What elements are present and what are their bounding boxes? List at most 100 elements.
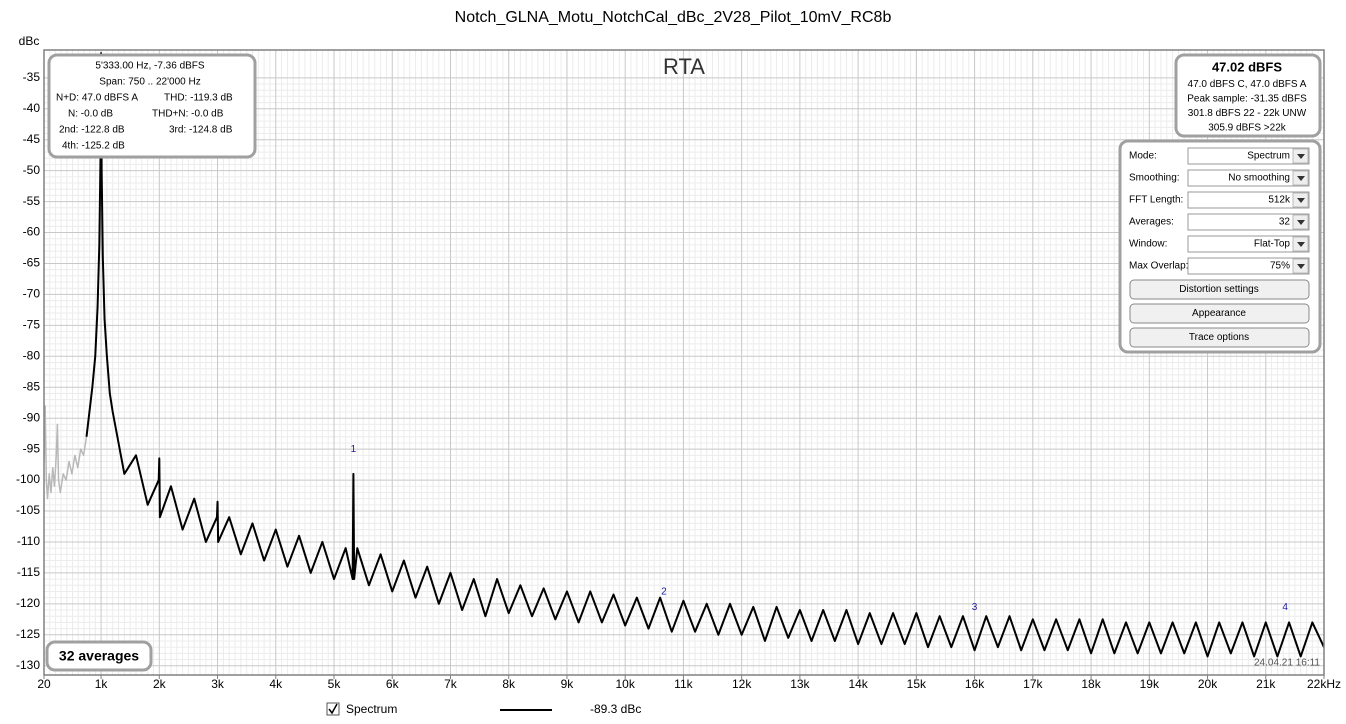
harmonic-label: 2 xyxy=(661,586,667,597)
setting-label: FFT Length: xyxy=(1129,195,1183,206)
info-box xyxy=(47,53,257,159)
dropdown-arrow xyxy=(1297,220,1305,225)
x-tick-label: 6k xyxy=(386,677,400,691)
setting-dropdown[interactable] xyxy=(1187,235,1310,253)
button[interactable] xyxy=(1129,303,1310,324)
dropdown-arrow xyxy=(1297,264,1305,269)
info-line: Span: 750 .. 22'000 Hz xyxy=(99,77,200,88)
panel-label: RTA xyxy=(663,54,705,79)
harmonic-label: 4 xyxy=(1282,602,1288,613)
y-tick-label: -90 xyxy=(23,410,41,424)
x-tick-label: 9k xyxy=(561,677,575,691)
x-tick-label: 22kHz xyxy=(1307,677,1341,691)
x-tick-label: 11k xyxy=(674,677,693,691)
y-tick-label: -80 xyxy=(23,348,41,362)
chart-title: Notch_GLNA_Motu_NotchCal_dBc_2V28_Pilot_… xyxy=(455,9,892,26)
x-tick-label: 17k xyxy=(1023,677,1043,691)
x-tick-label: 7k xyxy=(444,677,458,691)
y-tick-label: -50 xyxy=(23,163,41,177)
y-tick-label: -65 xyxy=(23,256,41,270)
level-line: 305.9 dBFS >22k xyxy=(1208,123,1287,134)
info-line: N+D: 47.0 dBFS A xyxy=(56,93,138,104)
x-tick-label: 16k xyxy=(965,677,985,691)
legend-readout: -89.3 dBc xyxy=(590,702,641,716)
setting-dropdown[interactable] xyxy=(1187,257,1310,275)
x-tick-label: 15k xyxy=(907,677,927,691)
setting-value: No smoothing xyxy=(1228,173,1290,184)
y-tick-label: -125 xyxy=(16,627,40,641)
x-tick-label: 5k xyxy=(328,677,342,691)
timestamp: 24.04.21 16:11 xyxy=(1254,658,1320,669)
y-tick-label: -60 xyxy=(23,225,41,239)
x-tick-label: 2k xyxy=(153,677,167,691)
x-tick-label: 20 xyxy=(37,677,51,691)
info-line: 5'333.00 Hz, -7.36 dBFS xyxy=(95,61,205,72)
x-tick-label: 21k xyxy=(1256,677,1276,691)
harmonic-label: 3 xyxy=(972,602,978,613)
x-tick-label: 3k xyxy=(211,677,225,691)
y-tick-label: -70 xyxy=(23,287,41,301)
y-tick-label: -130 xyxy=(16,658,40,672)
spectrum-trace xyxy=(85,52,1324,658)
y-tick-label: -85 xyxy=(23,379,41,393)
setting-value: Flat-Top xyxy=(1254,239,1291,250)
level-line: 47.0 dBFS C, 47.0 dBFS A xyxy=(1188,79,1307,90)
info-line: THD+N: -0.0 dB xyxy=(152,109,224,120)
ui-layer: 32 averages 24.04.21 16:11 5'333.00 Hz, … xyxy=(45,53,1322,716)
x-tick-label: 13k xyxy=(790,677,810,691)
harmonic-label: 1 xyxy=(351,444,357,455)
dropdown-arrow xyxy=(1297,242,1305,247)
checkmark xyxy=(328,703,338,715)
y-tick-label: -115 xyxy=(17,565,40,579)
setting-label: Mode: xyxy=(1129,151,1157,162)
spectrum-trace xyxy=(44,405,88,500)
setting-value: 75% xyxy=(1270,261,1290,272)
y-tick-label: -40 xyxy=(23,101,41,115)
dropdown-arrow xyxy=(1297,176,1305,181)
x-tick-label: 20k xyxy=(1198,677,1218,691)
info-line: THD: -119.3 dB xyxy=(164,93,233,104)
x-tick-label: 8k xyxy=(502,677,516,691)
setting-dropdown[interactable] xyxy=(1187,147,1310,165)
y-tick-label: -95 xyxy=(23,441,41,455)
button[interactable] xyxy=(1129,327,1310,348)
setting-dropdown[interactable] xyxy=(1187,213,1310,231)
y-axis-label: dBc xyxy=(19,34,40,48)
x-tick-label: 4k xyxy=(269,677,283,691)
info-line: 2nd: -122.8 dB xyxy=(59,125,125,136)
dropdown-arrow xyxy=(1297,198,1305,203)
info-line: 3rd: -124.8 dB xyxy=(169,125,233,136)
traces xyxy=(44,52,1324,658)
level-main: 47.02 dBFS xyxy=(1212,59,1282,74)
setting-label: Averages: xyxy=(1129,217,1174,228)
x-tick-label: 18k xyxy=(1081,677,1101,691)
button-label: Distortion settings xyxy=(1179,284,1258,295)
setting-label: Window: xyxy=(1129,239,1167,250)
y-tick-label: -110 xyxy=(17,534,40,548)
setting-value: 512k xyxy=(1268,195,1291,206)
setting-value: 32 xyxy=(1279,217,1291,228)
level-line: 301.8 dBFS 22 - 22k UNW xyxy=(1188,108,1307,119)
setting-dropdown[interactable] xyxy=(1187,191,1310,209)
y-tick-label: -45 xyxy=(23,132,41,146)
level-box xyxy=(1174,53,1322,138)
plot-frame xyxy=(43,49,1325,676)
x-tick-label: 14k xyxy=(848,677,868,691)
info-line: 4th: -125.2 dB xyxy=(62,141,125,152)
dropdown-arrow xyxy=(1297,154,1305,159)
setting-dropdown[interactable] xyxy=(1187,169,1310,187)
setting-label: Smoothing: xyxy=(1129,173,1180,184)
x-tick-label: 10k xyxy=(616,677,636,691)
x-tick-label: 12k xyxy=(732,677,752,691)
setting-label: Max Overlap: xyxy=(1129,261,1188,272)
info-line: N: -0.0 dB xyxy=(68,109,113,120)
y-tick-label: -120 xyxy=(16,596,40,610)
y-tick-label: -35 xyxy=(23,70,41,84)
button-label: Trace options xyxy=(1189,332,1249,343)
y-tick-label: -55 xyxy=(23,194,41,208)
averages-badge: 32 averages xyxy=(59,648,139,664)
button[interactable] xyxy=(1129,279,1310,300)
y-tick-label: -100 xyxy=(16,472,40,486)
button-label: Appearance xyxy=(1192,308,1246,319)
